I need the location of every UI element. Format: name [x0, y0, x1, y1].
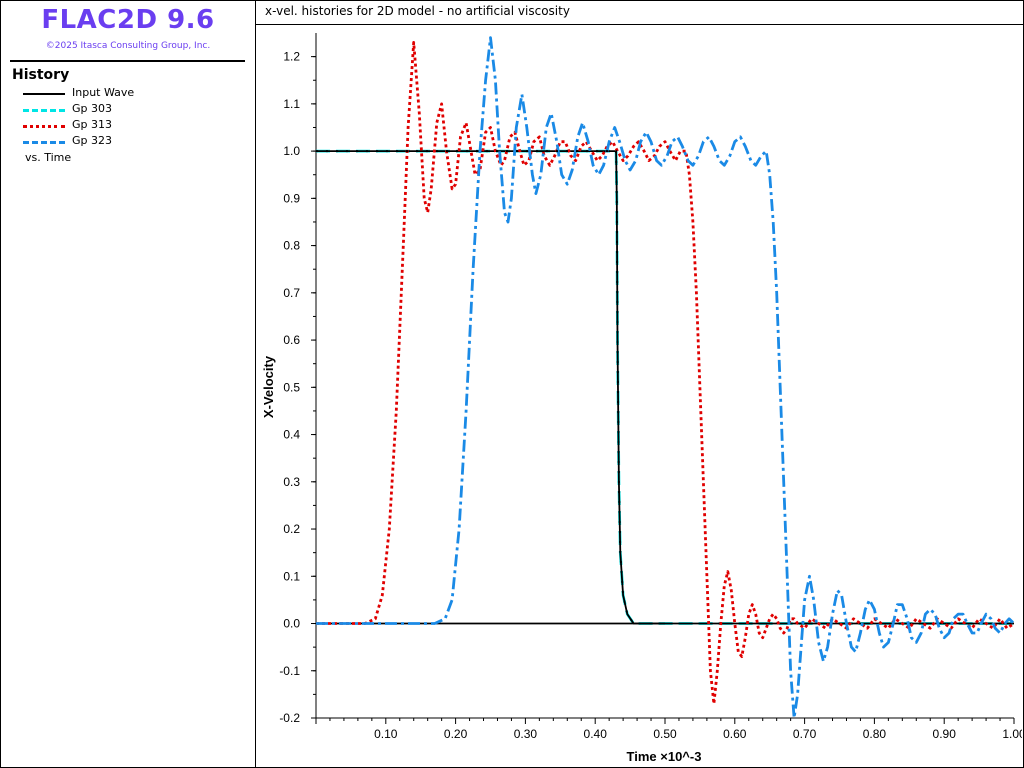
legend-vs-time: vs. Time — [25, 151, 72, 164]
legend-label: Gp 313 — [72, 118, 112, 131]
y-tick-label: -0.1 — [279, 664, 300, 678]
legend-swatch-dotted — [23, 125, 65, 128]
series-gp-313 — [316, 41, 1015, 706]
legend-swatch-dashed — [23, 109, 65, 112]
app-title: FLAC2D 9.6 — [41, 5, 215, 35]
x-tick-label: 0.70 — [793, 727, 817, 741]
y-tick-label: 0.8 — [283, 239, 300, 253]
y-tick-label: 0.5 — [283, 380, 300, 394]
y-tick-label: 0.7 — [283, 286, 300, 300]
y-tick-label: 0.4 — [283, 428, 300, 442]
x-tick-label: 1.00 — [1002, 727, 1022, 741]
legend-swatch-solid — [23, 93, 65, 95]
x-tick-label: 0.50 — [653, 727, 677, 741]
plot-title: x-vel. histories for 2D model - no artif… — [265, 4, 570, 18]
y-tick-label: 0.9 — [283, 191, 300, 205]
y-tick-label: 0.1 — [283, 569, 300, 583]
x-tick-label: 0.60 — [723, 727, 747, 741]
legend-label: Input Wave — [72, 86, 135, 99]
legend-swatch-dashdot — [23, 141, 65, 144]
copyright-text: ©2025 Itasca Consulting Group, Inc. — [45, 41, 211, 51]
legend-label: Gp 303 — [72, 102, 112, 115]
series-input-wave-overlay — [316, 150, 665, 625]
y-tick-label: 0.6 — [283, 333, 300, 347]
y-tick-label: 0.3 — [283, 475, 300, 489]
y-tick-label: 1.2 — [283, 50, 300, 64]
x-tick-label: 0.90 — [933, 727, 957, 741]
x-tick-label: 0.30 — [514, 727, 538, 741]
x-axis-ticks: 0.10 0.20 0.30 0.40 0.50 0.60 0.70 0.80 0.90 1.00 — [315, 718, 1022, 741]
legend-title: History — [12, 67, 70, 83]
x-tick-label: 0.20 — [444, 727, 468, 741]
x-tick-label: 0.40 — [584, 727, 608, 741]
x-tick-label: 0.80 — [863, 727, 887, 741]
panel-divider — [10, 60, 245, 62]
series-input-wave — [316, 150, 665, 625]
chart-plot: 1.2 1.1 1.0 0.9 0.8 0.7 0.6 0.5 0.4 0.3 0.2 0.1 0.0 -… — [261, 33, 1022, 764]
series-gp-323 — [316, 36, 1015, 720]
series-layer — [316, 36, 1015, 720]
legend-label: Gp 323 — [72, 134, 112, 147]
series-gp-303 — [316, 149, 1014, 625]
y-axis-title: X-Velocity — [261, 355, 276, 418]
y-tick-label: 0.0 — [283, 617, 300, 631]
y-tick-label: 1.1 — [283, 97, 300, 111]
y-axis-ticks: 1.2 1.1 1.0 0.9 0.8 0.7 0.6 0.5 0.4 0.3 0.2 0.1 0.0 -… — [279, 50, 316, 725]
title-divider — [256, 24, 1023, 25]
y-tick-label: -0.2 — [279, 711, 300, 725]
x-tick-label: 0.10 — [374, 727, 398, 741]
y-tick-label: 0.2 — [283, 522, 300, 536]
y-tick-label: 1.0 — [283, 144, 300, 158]
legend-panel: FLAC2D 9.6 ©2025 Itasca Consulting Group… — [1, 1, 256, 767]
x-axis-title: Time ×10^-3 — [627, 749, 702, 764]
